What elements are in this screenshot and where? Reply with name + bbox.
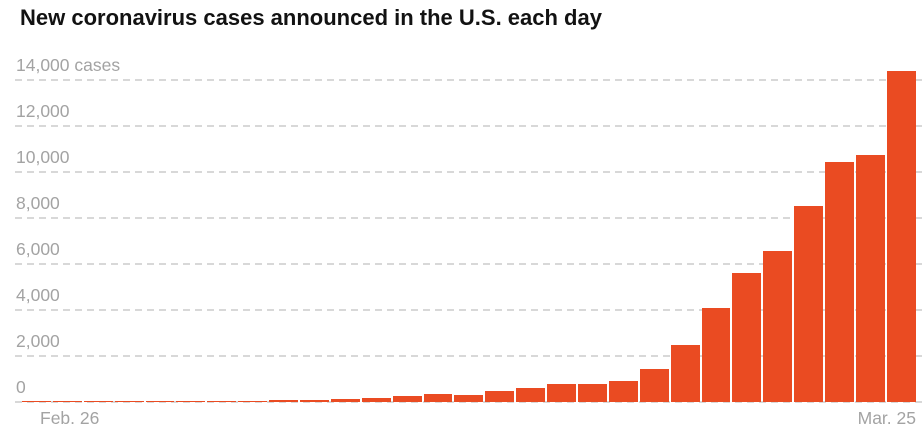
y-tick-label: 10,000	[16, 147, 70, 167]
gridline	[15, 355, 922, 357]
y-tick-label: 4,000	[16, 285, 60, 305]
chart-title: New coronavirus cases announced in the U…	[20, 5, 602, 30]
gridline	[15, 263, 922, 265]
bar-mar-23	[825, 161, 855, 402]
bar-mar-9	[392, 396, 422, 402]
bar-feb-28	[83, 401, 113, 402]
y-tick-label: 8,000	[16, 193, 60, 213]
bar-mar-12	[485, 390, 515, 402]
bar-feb-29	[114, 401, 144, 402]
gridline	[15, 217, 922, 219]
bar-mar-13	[516, 388, 546, 402]
x-tick-label-end: Mar. 25	[857, 408, 916, 428]
gridline	[15, 401, 922, 403]
bar-mar-10	[423, 393, 453, 402]
bar-mar-18	[670, 344, 700, 402]
gridline	[15, 79, 922, 81]
y-tick-label: 6,000	[16, 239, 60, 259]
bar-feb-26	[22, 401, 51, 402]
bar-mar-3	[207, 401, 237, 402]
bar-mar-5	[269, 400, 299, 402]
bar-mar-25	[886, 70, 916, 402]
gridline	[15, 171, 922, 173]
bar-mar-20	[732, 272, 762, 402]
bar-mar-22	[794, 205, 824, 402]
bars-row	[22, 52, 916, 402]
y-tick-label: 2,000	[16, 331, 60, 351]
y-tick-label: 0	[16, 377, 26, 397]
bar-mar-6	[300, 399, 329, 402]
y-tick-label: 12,000	[16, 101, 70, 121]
bar-mar-24	[856, 154, 885, 402]
bar-mar-17	[639, 369, 669, 402]
bar-mar-15	[578, 383, 607, 402]
bar-mar-1	[145, 401, 175, 402]
bar-mar-19	[701, 307, 731, 402]
bar-mar-16	[608, 380, 638, 402]
bar-mar-4	[238, 400, 268, 402]
gridline	[15, 125, 922, 127]
bar-mar-11	[454, 395, 484, 402]
bar-mar-14	[547, 384, 577, 402]
gridline	[15, 309, 922, 311]
bar-mar-8	[361, 398, 391, 402]
y-tick-label: 14,000 cases	[16, 55, 121, 75]
x-tick-label-start: Feb. 26	[40, 408, 100, 428]
bar-feb-27	[52, 401, 82, 402]
bar-mar-21	[763, 251, 793, 402]
bar-mar-7	[330, 398, 360, 402]
bar-mar-2	[176, 401, 206, 402]
